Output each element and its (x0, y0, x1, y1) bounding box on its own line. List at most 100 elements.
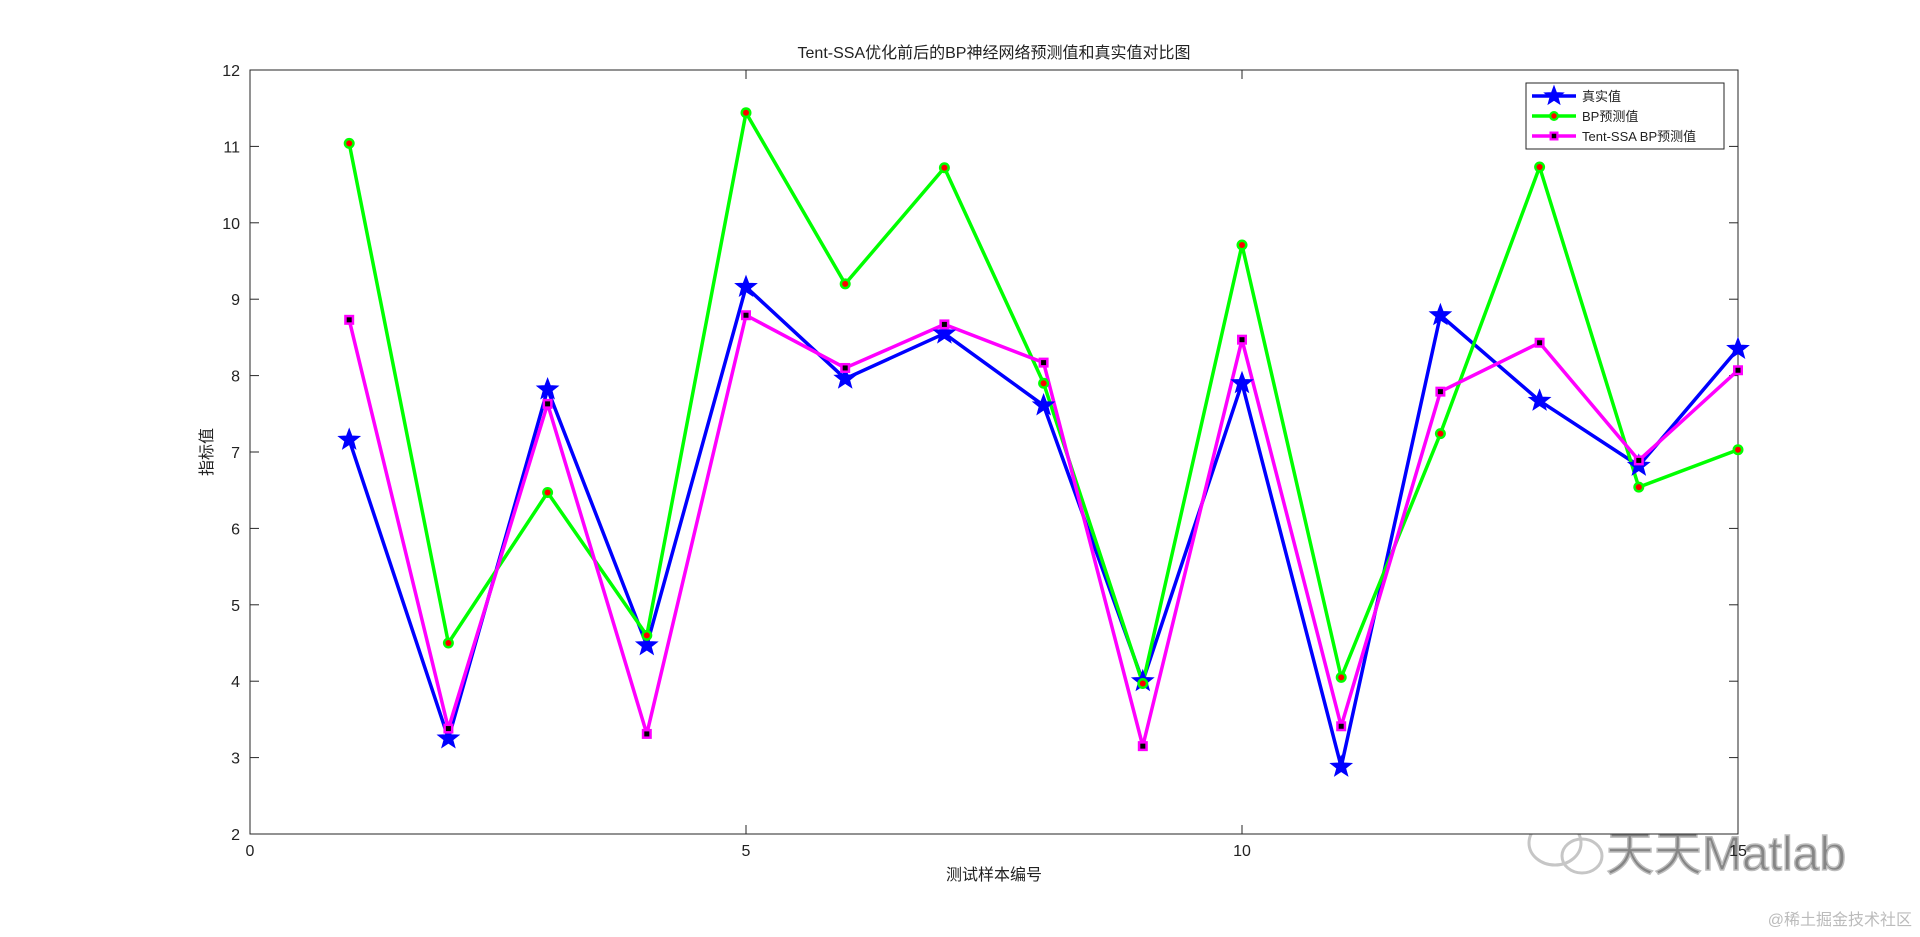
y-tick-label: 3 (231, 751, 240, 768)
legend-label: 真实值 (1582, 89, 1621, 104)
marker-inner (1437, 430, 1444, 437)
marker-star (1329, 754, 1354, 777)
marker-inner (1041, 360, 1047, 366)
marker-square (939, 319, 950, 330)
marker-inner (1551, 113, 1557, 119)
marker-circle (1633, 481, 1645, 493)
marker-star (1543, 84, 1565, 106)
marker-square (1435, 386, 1446, 397)
plot-area (249, 69, 1739, 835)
marker-square (1336, 721, 1347, 732)
marker-circle (542, 486, 554, 498)
marker-square (641, 728, 652, 739)
marker-square (443, 723, 454, 734)
x-tick-label: 0 (246, 843, 255, 860)
marker-star (436, 726, 461, 749)
marker-inner (842, 280, 849, 287)
marker-inner (1139, 680, 1146, 687)
marker-inner (1537, 340, 1543, 346)
y-axis-label: 指标值 (198, 428, 216, 476)
credit-text: @稀土掘金技术社区 (1768, 911, 1912, 929)
marker-square (344, 314, 355, 325)
marker-square (542, 398, 553, 409)
marker-circle (641, 629, 653, 641)
marker-square (1038, 357, 1049, 368)
marker-square (1633, 455, 1644, 466)
y-tick-label: 7 (231, 445, 240, 462)
marker-inner (346, 317, 352, 323)
legend-label: Tent-SSA BP预测值 (1582, 129, 1696, 144)
y-tick-label: 9 (231, 292, 240, 309)
marker-circle (839, 278, 851, 290)
marker-inner (1551, 133, 1557, 139)
marker-square (840, 362, 851, 373)
marker-inner (1239, 337, 1245, 343)
marker-inner (644, 731, 650, 737)
marker-square (741, 310, 751, 321)
x-tick-label: 5 (742, 843, 751, 860)
y-tick-label: 4 (231, 674, 240, 691)
legend: 真实值 BP预测值 Tent-SSA BP预测值 (1525, 82, 1725, 150)
marker-circle (1434, 428, 1446, 440)
watermark: 天天Matlab (1527, 819, 1847, 882)
marker-inner (1239, 241, 1245, 248)
marker-inner (544, 489, 551, 496)
marker-inner (1437, 389, 1443, 395)
marker-circle (938, 162, 950, 174)
marker-circle (740, 107, 752, 119)
legend-label: BP预测值 (1582, 109, 1638, 124)
marker-star (833, 366, 858, 389)
marker-star (1527, 388, 1552, 411)
x-tick-label: 10 (1233, 843, 1251, 860)
marker-star (1031, 392, 1056, 416)
marker-square (1733, 365, 1743, 376)
marker-star (1428, 302, 1453, 326)
watermark-text: 天天Matlab (1606, 828, 1846, 881)
y-tick-label: 8 (231, 369, 240, 386)
marker-square (1534, 337, 1545, 348)
marker-circle (343, 137, 355, 149)
marker-star (535, 376, 560, 400)
marker-inner (643, 632, 650, 639)
marker-circle (1236, 239, 1248, 251)
marker-square (1549, 131, 1559, 141)
marker-inner (1338, 674, 1345, 681)
marker-circle (442, 637, 454, 649)
marker-inner (743, 109, 749, 116)
marker-inner (743, 312, 749, 318)
marker-star (734, 274, 758, 298)
marker-inner (445, 640, 452, 646)
marker-circle (1038, 377, 1050, 389)
marker-inner (545, 401, 551, 407)
marker-circle (1137, 677, 1149, 689)
marker-inner (1735, 446, 1741, 453)
marker-star (1726, 336, 1750, 359)
y-tick-label: 2 (231, 827, 240, 844)
y-tick-label: 12 (222, 63, 240, 80)
marker-inner (445, 726, 451, 732)
watermark-icon (1560, 837, 1604, 875)
y-tick-label: 10 (222, 216, 240, 233)
marker-inner (1635, 484, 1642, 491)
marker-circle (1732, 444, 1744, 456)
marker-star (1230, 370, 1254, 394)
marker-square (1237, 334, 1247, 345)
x-tick-label: 15 (1729, 843, 1747, 860)
marker-inner (941, 321, 947, 327)
y-tick-label: 5 (231, 598, 240, 615)
chart-title: Tent-SSA优化前后的BP神经网络预测值和真实值对比图 (798, 43, 1191, 62)
marker-inner (1735, 367, 1741, 373)
marker-star (932, 321, 957, 344)
marker-star (634, 632, 659, 656)
marker-inner (1536, 164, 1543, 171)
marker-inner (1140, 743, 1146, 749)
marker-inner (1040, 380, 1047, 387)
marker-square (1137, 741, 1148, 752)
marker-circle (1335, 671, 1347, 683)
y-tick-label: 6 (231, 521, 240, 538)
marker-inner (941, 164, 948, 171)
marker-inner (1636, 457, 1642, 463)
y-tick-label: 11 (223, 139, 240, 156)
